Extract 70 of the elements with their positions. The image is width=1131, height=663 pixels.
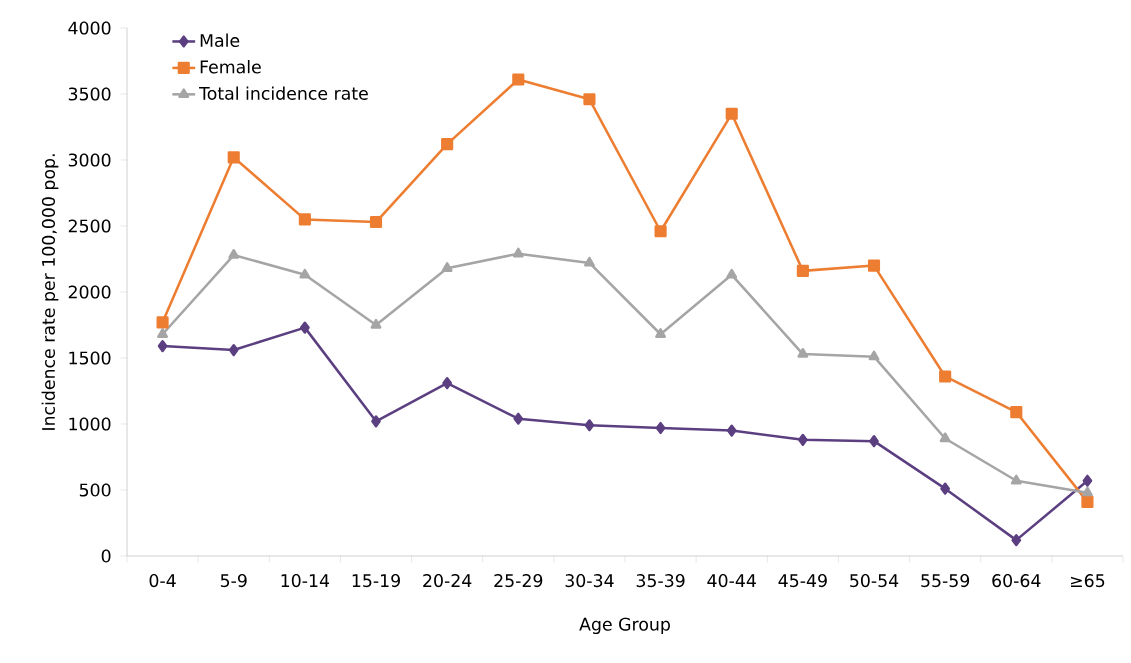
y-tick-label: 1000 — [69, 417, 111, 431]
point — [370, 318, 382, 329]
point — [1082, 486, 1093, 497]
point — [867, 259, 881, 272]
x-tick-label: 0-4 — [149, 574, 176, 588]
point — [797, 347, 809, 358]
point — [442, 377, 453, 390]
point — [655, 328, 666, 338]
point — [726, 268, 738, 279]
x-tick-label: 20-24 — [423, 574, 472, 588]
x-tick-label: 45-49 — [778, 574, 827, 588]
x-tick-label: 35-39 — [636, 574, 685, 588]
x-tick-label: 15-19 — [352, 574, 400, 588]
point — [299, 268, 311, 279]
x-tick-label: 10-14 — [281, 574, 330, 588]
point — [441, 262, 453, 272]
point — [1010, 406, 1023, 419]
point — [441, 138, 454, 151]
legend-label: Female — [200, 60, 261, 74]
point — [869, 435, 879, 448]
point — [228, 344, 239, 357]
point — [654, 225, 667, 238]
point — [228, 248, 240, 259]
point — [371, 415, 381, 428]
point — [726, 424, 737, 437]
point — [655, 421, 666, 435]
point — [868, 350, 880, 361]
y-tick-label: 2000 — [68, 285, 111, 299]
point — [584, 256, 595, 267]
y-tick-label: 4000 — [68, 21, 111, 35]
x-tick-label: 50-54 — [850, 574, 899, 588]
point — [369, 215, 383, 229]
point — [940, 482, 951, 495]
y-tick-label: 0 — [101, 549, 111, 563]
point — [512, 73, 525, 86]
point — [512, 247, 524, 258]
x-tick-label: 40-44 — [707, 574, 756, 588]
y-axis-title: Incidence rate per 100,000 pop. — [41, 154, 59, 430]
legend-label: Total incidence rate — [199, 86, 368, 100]
x-tick-label: 30-34 — [565, 574, 614, 588]
point — [1082, 474, 1093, 487]
y-tick-label: 500 — [79, 483, 111, 497]
x-tick-label: 25-29 — [494, 574, 543, 588]
x-tick-label: 60-64 — [992, 574, 1041, 588]
point — [584, 419, 595, 432]
y-tick-label: 1500 — [69, 351, 111, 365]
point — [156, 316, 169, 329]
point — [300, 321, 310, 334]
y-tick-label: 3000 — [68, 153, 111, 167]
x-axis-title: Age Group — [579, 617, 670, 635]
x-tick-label: 55-59 — [921, 574, 970, 588]
x-tick-label: ≥65 — [1070, 574, 1105, 588]
point — [796, 264, 809, 277]
point — [157, 340, 168, 353]
point — [1081, 495, 1094, 508]
point — [157, 328, 169, 338]
point — [227, 151, 240, 164]
legend-label: Male — [200, 33, 240, 48]
point — [939, 370, 952, 383]
point — [725, 107, 738, 120]
point — [513, 412, 524, 425]
y-tick-label: 3500 — [68, 87, 111, 101]
point — [583, 93, 596, 106]
point — [797, 433, 808, 446]
x-tick-label: 5-9 — [220, 574, 247, 588]
y-tick-label: 2500 — [68, 219, 111, 233]
point — [1011, 534, 1022, 547]
point — [298, 213, 311, 226]
point — [939, 432, 951, 443]
point — [1010, 474, 1022, 485]
